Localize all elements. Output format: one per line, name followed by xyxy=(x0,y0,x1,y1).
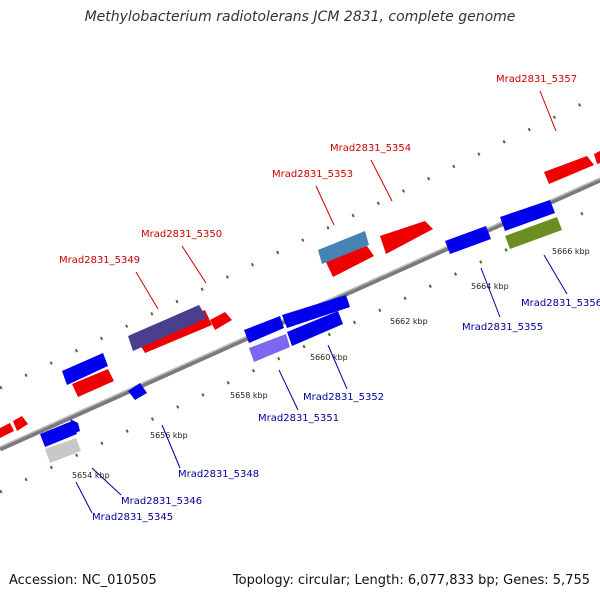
gene-arrow[interactable] xyxy=(210,312,232,330)
gene-arrow[interactable] xyxy=(445,226,491,254)
gene-label-reverse[interactable]: Mrad2831_5348 xyxy=(178,469,259,480)
leader-line xyxy=(91,467,122,496)
gene-arrow[interactable] xyxy=(72,369,114,397)
gene-label-forward[interactable]: Mrad2831_5353 xyxy=(272,169,353,180)
gene-arrow[interactable] xyxy=(500,200,555,231)
leader-line xyxy=(539,90,557,132)
gene-arrow[interactable] xyxy=(325,246,374,277)
scale-label: 5664 kbp xyxy=(471,282,509,291)
gene-arrow[interactable] xyxy=(244,316,284,343)
genome-summary-text: Topology: circular; Length: 6,077,833 bp… xyxy=(232,573,590,588)
gene-arrow[interactable] xyxy=(282,295,350,328)
leader-line xyxy=(327,344,348,390)
gene-arrow[interactable] xyxy=(45,438,81,463)
gene-arrow[interactable] xyxy=(287,311,343,346)
gene-label-reverse[interactable]: Mrad2831_5351 xyxy=(258,413,339,424)
gene-label-forward[interactable]: Mrad2831_5349 xyxy=(59,255,140,266)
gene-arrow[interactable] xyxy=(249,334,290,362)
scale-label: 5654 kbp xyxy=(72,471,110,480)
gene-arrow[interactable] xyxy=(128,305,207,351)
scale-label: 5656 kbp xyxy=(150,431,188,440)
leader-line xyxy=(75,481,93,514)
gene-label-reverse[interactable]: Mrad2831_5345 xyxy=(92,512,173,523)
leader-line xyxy=(480,267,501,318)
gene-arrow[interactable] xyxy=(380,221,433,254)
scale-label: 5666 kbp xyxy=(552,247,590,256)
gene-arrow[interactable] xyxy=(13,416,28,431)
leader-line xyxy=(543,254,568,295)
map-title: Methylobacterium radiotolerans JCM 2831,… xyxy=(84,9,516,25)
scale-label: 5662 kbp xyxy=(390,317,428,326)
gene-label-reverse[interactable]: Mrad2831_5356 xyxy=(521,298,600,309)
leader-line xyxy=(161,424,181,469)
scale-label: 5660 kbp xyxy=(310,353,348,362)
gene-arrow[interactable] xyxy=(544,156,594,184)
gene-label-forward[interactable]: Mrad2831_5354 xyxy=(330,143,411,154)
gene-arrow[interactable] xyxy=(62,353,108,385)
accession-text: Accession: NC_010505 xyxy=(9,573,157,588)
leader-line xyxy=(315,185,335,226)
forward-genes xyxy=(0,151,600,438)
reverse-genes xyxy=(40,200,562,463)
gene-label-reverse[interactable]: Mrad2831_5352 xyxy=(303,392,384,403)
gene-label-reverse[interactable]: Mrad2831_5346 xyxy=(121,496,202,507)
leader-line xyxy=(135,271,159,310)
leader-line xyxy=(181,245,207,284)
leader-line xyxy=(370,159,393,202)
gene-arrow[interactable] xyxy=(128,383,147,400)
gene-arrow[interactable] xyxy=(505,217,562,249)
gene-label-forward[interactable]: Mrad2831_5350 xyxy=(141,229,222,240)
gene-label-forward[interactable]: Mrad2831_5357 xyxy=(496,74,577,85)
gene-arrow[interactable] xyxy=(594,151,600,164)
gene-arrow[interactable] xyxy=(318,231,369,264)
gene-label-reverse[interactable]: Mrad2831_5355 xyxy=(462,322,543,333)
leader-line xyxy=(278,369,299,411)
scale-label: 5658 kbp xyxy=(230,391,268,400)
gene-arrow[interactable] xyxy=(40,421,77,447)
gene-arrow[interactable] xyxy=(0,423,14,438)
gene-arrow[interactable] xyxy=(70,419,80,433)
